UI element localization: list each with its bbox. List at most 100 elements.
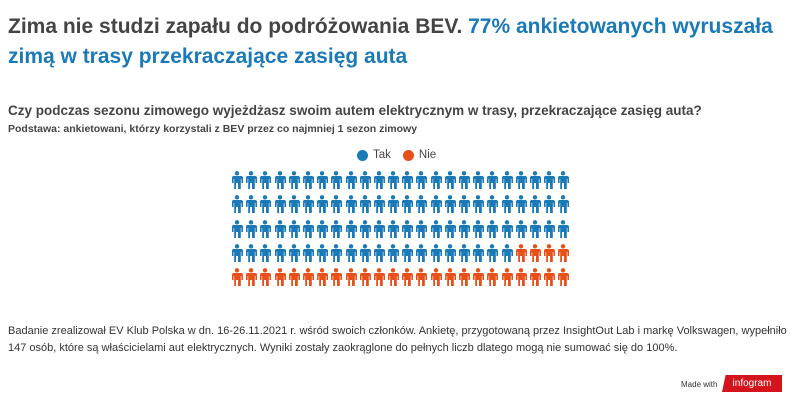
person-icon-tak bbox=[501, 195, 515, 219]
person-icon-tak bbox=[458, 171, 472, 195]
person-icon-tak bbox=[472, 243, 486, 268]
person-icon-tak bbox=[316, 243, 330, 268]
person-icon-tak bbox=[472, 219, 486, 244]
person-icon-tak bbox=[401, 243, 415, 268]
person-icon-tak bbox=[259, 195, 273, 219]
person-icon-nie bbox=[543, 243, 557, 268]
person-icon-tak bbox=[430, 195, 444, 219]
person-icon-tak bbox=[444, 243, 458, 268]
person-icon-tak bbox=[231, 243, 245, 268]
person-icon-nie bbox=[515, 243, 529, 268]
person-icon-tak bbox=[486, 195, 500, 219]
legend-dot-nie bbox=[402, 149, 414, 161]
person-icon-tak bbox=[373, 171, 387, 195]
person-icon-tak bbox=[373, 219, 387, 244]
person-icon-tak bbox=[501, 243, 515, 268]
person-icon-nie bbox=[529, 268, 543, 292]
person-icon-nie bbox=[501, 268, 515, 292]
person-icon-tak bbox=[387, 171, 401, 195]
person-icon-tak bbox=[302, 195, 316, 219]
person-icon-nie bbox=[515, 268, 529, 292]
legend-label: Nie bbox=[418, 149, 437, 161]
person-icon-tak bbox=[245, 195, 259, 219]
person-icon-tak bbox=[557, 171, 571, 195]
person-icon-tak bbox=[387, 195, 401, 219]
person-icon-tak bbox=[543, 195, 557, 219]
person-icon-tak bbox=[302, 219, 316, 244]
person-icon-tak bbox=[515, 195, 529, 219]
person-icon-nie bbox=[302, 268, 316, 292]
person-icon-nie bbox=[245, 268, 259, 292]
person-icon-nie bbox=[529, 243, 543, 268]
infogram-logo[interactable]: infogram bbox=[722, 375, 782, 392]
person-icon-tak bbox=[259, 243, 273, 268]
person-icon-nie bbox=[444, 268, 458, 292]
person-icon-nie bbox=[373, 268, 387, 292]
person-icon-tak bbox=[430, 171, 444, 195]
person-icon-tak bbox=[444, 219, 458, 244]
person-icon-tak bbox=[316, 195, 330, 219]
person-icon-tak bbox=[430, 219, 444, 244]
person-icon-tak bbox=[330, 171, 344, 195]
person-icon-tak bbox=[274, 243, 288, 268]
person-icon-tak bbox=[330, 219, 344, 244]
person-icon-tak bbox=[501, 219, 515, 244]
person-icon-tak bbox=[330, 243, 344, 268]
person-icon-tak bbox=[288, 195, 302, 219]
person-icon-tak bbox=[288, 219, 302, 244]
footnote: Badanie zrealizował EV Klub Polska w dn.… bbox=[8, 325, 787, 354]
person-icon-tak bbox=[543, 171, 557, 195]
title-highlight: 77% ankietowanych wyruszała zimą w trasy… bbox=[8, 15, 773, 68]
person-icon-tak bbox=[274, 171, 288, 195]
legend-item-nie[interactable]: Nie bbox=[402, 149, 437, 161]
person-icon-nie bbox=[345, 268, 359, 292]
person-icon-nie bbox=[330, 268, 344, 292]
person-icon-tak bbox=[302, 171, 316, 195]
person-icon-tak bbox=[486, 219, 500, 244]
person-icon-tak bbox=[387, 219, 401, 244]
person-icon-tak bbox=[501, 171, 515, 195]
person-icon-tak bbox=[288, 171, 302, 195]
person-icon-tak bbox=[486, 243, 500, 268]
person-icon-tak bbox=[472, 171, 486, 195]
person-icon-tak bbox=[415, 219, 429, 244]
person-icon-tak bbox=[245, 171, 259, 195]
person-icon-tak bbox=[458, 195, 472, 219]
person-icon-tak bbox=[373, 195, 387, 219]
person-icon-tak bbox=[543, 219, 557, 244]
person-icon-nie bbox=[472, 268, 486, 292]
person-icon-nie bbox=[359, 268, 373, 292]
person-icon-tak bbox=[231, 171, 245, 195]
person-icon-tak bbox=[359, 219, 373, 244]
person-icon-tak bbox=[231, 219, 245, 244]
person-icon-tak bbox=[259, 171, 273, 195]
legend-label: Tak bbox=[373, 149, 391, 161]
pictogram-grid bbox=[231, 171, 572, 292]
person-icon-nie bbox=[415, 268, 429, 292]
person-icon-tak bbox=[302, 243, 316, 268]
person-icon-tak bbox=[345, 219, 359, 244]
person-icon-tak bbox=[359, 243, 373, 268]
person-icon-tak bbox=[444, 171, 458, 195]
subtitle: Podstawa: ankietowani, którzy korzystali… bbox=[8, 123, 418, 135]
title-plain: Zima nie studzi zapału do podróżowania B… bbox=[8, 15, 463, 38]
person-icon-tak bbox=[401, 219, 415, 244]
person-icon-tak bbox=[316, 219, 330, 244]
legend-item-tak[interactable]: Tak bbox=[357, 149, 391, 161]
person-icon-tak bbox=[359, 171, 373, 195]
person-icon-tak bbox=[259, 219, 273, 244]
person-icon-tak bbox=[557, 195, 571, 219]
person-icon-nie bbox=[557, 268, 571, 292]
person-icon-tak bbox=[557, 219, 571, 244]
person-icon-tak bbox=[345, 171, 359, 195]
legend-dot-tak bbox=[357, 149, 368, 161]
person-icon-tak bbox=[231, 195, 245, 219]
person-icon-nie bbox=[458, 268, 472, 292]
person-icon-tak bbox=[529, 195, 543, 219]
person-icon-nie bbox=[288, 268, 302, 292]
person-icon-tak bbox=[458, 243, 472, 268]
person-icon-tak bbox=[529, 219, 543, 244]
person-icon-tak bbox=[401, 195, 415, 219]
person-icon-tak bbox=[430, 243, 444, 268]
person-icon-tak bbox=[245, 243, 259, 268]
